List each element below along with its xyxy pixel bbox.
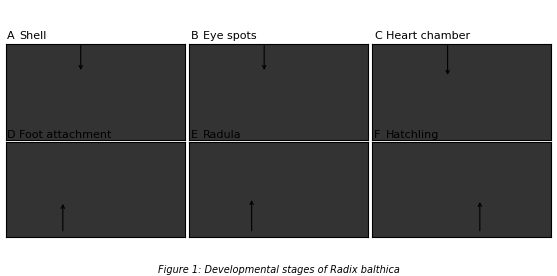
Text: Heart chamber: Heart chamber — [387, 31, 471, 41]
Text: Figure 1: Developmental stages of Radix balthica: Figure 1: Developmental stages of Radix … — [158, 265, 399, 275]
Text: Eye spots: Eye spots — [203, 31, 257, 41]
Text: B: B — [190, 31, 198, 41]
Text: Radula: Radula — [203, 131, 242, 140]
Text: E: E — [190, 131, 198, 140]
Text: Hatchling: Hatchling — [387, 131, 439, 140]
Text: Foot attachment: Foot attachment — [19, 131, 112, 140]
Text: C: C — [374, 31, 382, 41]
Text: A: A — [7, 31, 15, 41]
Text: D: D — [7, 131, 16, 140]
Text: F: F — [374, 131, 380, 140]
Text: Shell: Shell — [19, 31, 47, 41]
